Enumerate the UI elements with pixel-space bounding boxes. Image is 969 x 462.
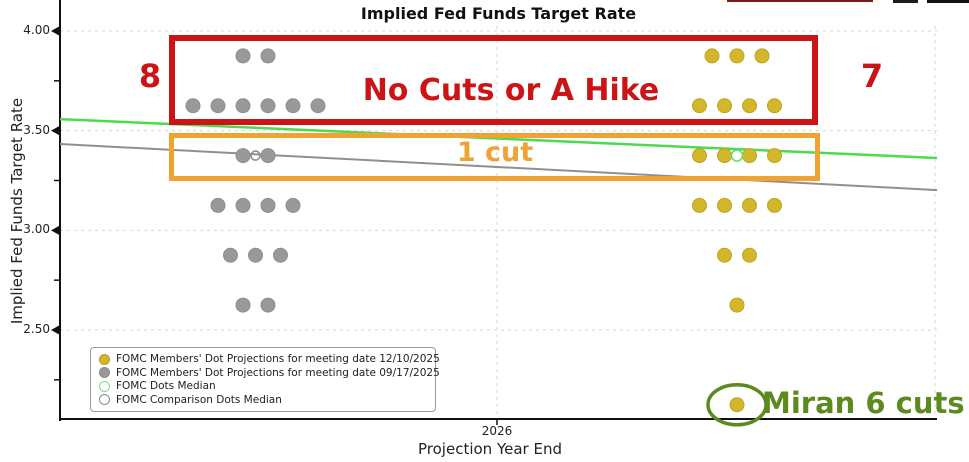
legend-item: FOMC Dots Median [99,380,427,392]
projection-dot [235,148,251,164]
projection-dot [248,247,263,263]
legend-item: FOMC Comparison Dots Median [99,394,427,406]
december-no-cut-count: 7 [860,57,884,95]
chart-title: Implied Fed Funds Target Rate [360,4,637,23]
projection-dot [767,98,782,114]
median-circle [730,149,744,162]
projection-dot [717,98,732,114]
projection-dot [729,397,745,413]
median-trend-12-10-2025 [59,117,938,160]
legend-item: FOMC Members' Dot Projections for meetin… [99,353,440,365]
projection-dot [260,98,276,114]
projection-dot [285,98,301,114]
projection-dot [210,197,226,213]
projection-dot [235,98,251,114]
projection-dot [223,247,238,263]
y-tick-label: 4.00 [23,23,50,37]
projection-dot [260,48,276,64]
projection-dot [285,197,301,213]
projection-dot [260,197,276,213]
legend-item: FOMC Members' Dot Projections for meetin… [99,367,440,379]
projection-dot [260,297,276,313]
one-cut-label: 1 cut [456,137,534,168]
legend-item-label: FOMC Members' Dot Projections for meetin… [116,353,440,365]
projection-dot [729,297,745,313]
one-cut-annotation-box [169,133,820,181]
projection-dot [729,48,745,64]
chart-legend: FOMC Members' Dot Projections for meetin… [90,347,440,412]
median-circle [250,150,261,161]
legend-item-label: FOMC Members' Dot Projections for meetin… [116,366,440,379]
projection-dot [717,247,732,263]
median-trend-09-17-2025 [59,143,938,192]
screen-edge-artifact [727,0,873,2]
projection-dot [742,98,757,114]
y-tick-label: 3.00 [23,222,50,237]
projection-dot [717,197,732,213]
screen-edge-artifact [927,0,969,3]
projection-dot [235,48,251,64]
no-cuts-annotation-box [169,35,818,125]
gray-open-circle-legend-icon [99,394,110,406]
yellow-dot-legend-icon [99,353,110,365]
projection-dot [185,98,201,114]
y-tick-arrow [51,26,60,36]
green-open-circle-legend-icon [99,380,110,392]
y-tick-arrow [51,324,60,335]
miran-highlight-ellipse [706,382,768,427]
projection-dot [742,247,757,263]
projection-dot [692,148,707,164]
projection-dot [260,148,276,164]
projection-dot [692,98,707,114]
y-tick-arrow [51,125,60,136]
y-tick-label: 3.50 [23,122,50,137]
september-no-cut-count: 8 [138,57,162,95]
projection-dot [310,98,326,114]
projection-dot [235,197,251,213]
y-tick-arrow [51,225,60,236]
projection-dot [754,48,770,64]
x-axis-label: Projection Year End [418,440,562,458]
projection-dot [767,197,782,213]
gray-dot-legend-icon [99,367,110,379]
x-tick-label: 2026 [481,424,513,438]
projection-dot [767,148,782,164]
projection-dot [704,48,720,64]
projection-dot [742,197,757,213]
no-cuts-label: No Cuts or A Hike [362,73,660,108]
projection-dot [235,297,251,313]
miran-annotation-label: Miran 6 cuts [762,386,965,420]
projection-dot [692,197,707,213]
legend-item-label: FOMC Dots Median [116,380,216,393]
y-tick-label: 2.50 [23,321,50,336]
legend-item-label: FOMC Comparison Dots Median [116,393,282,406]
screen-edge-artifact [893,0,918,3]
projection-dot [273,247,288,263]
projection-dot [210,98,226,114]
